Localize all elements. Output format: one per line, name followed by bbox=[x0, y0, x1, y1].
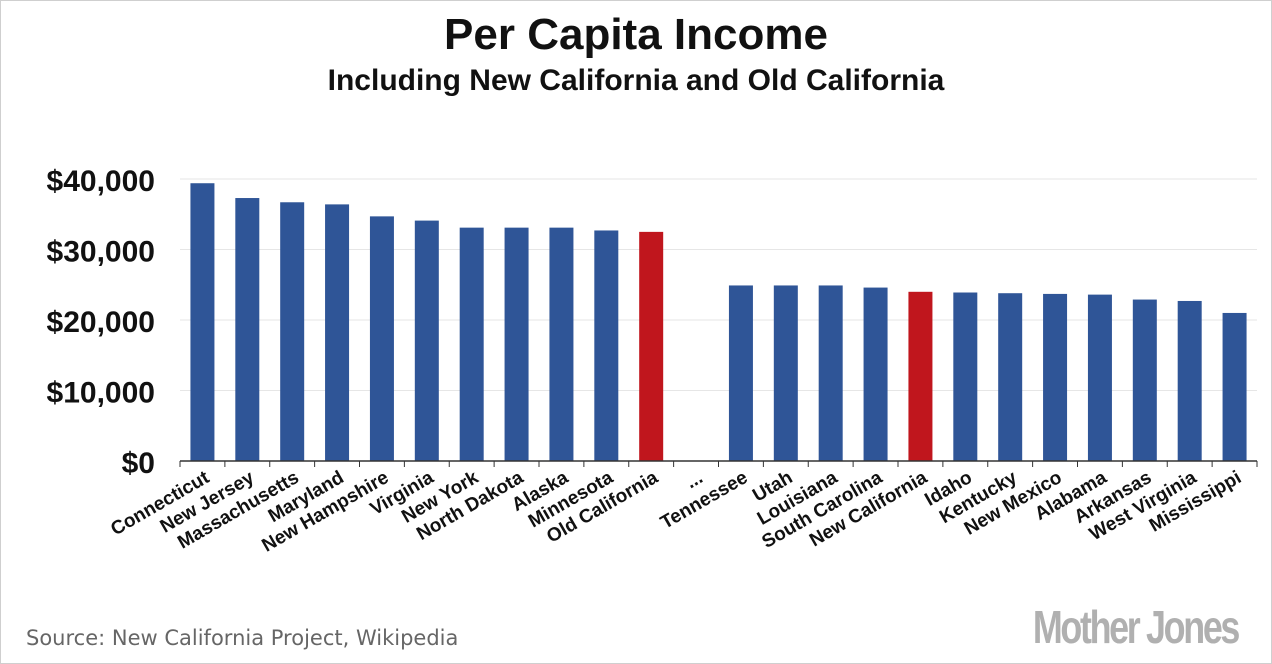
bar bbox=[728, 285, 753, 461]
bar bbox=[325, 204, 350, 461]
publisher-logo: Mother Jones bbox=[1032, 601, 1241, 653]
y-tick-label: $30,000 bbox=[47, 236, 155, 269]
bar bbox=[1177, 300, 1202, 461]
y-tick-label: $10,000 bbox=[47, 377, 155, 410]
bar bbox=[639, 231, 664, 461]
bar bbox=[818, 285, 843, 461]
bar bbox=[280, 202, 305, 461]
bar bbox=[235, 198, 260, 461]
bar bbox=[594, 230, 619, 461]
bars bbox=[190, 183, 1247, 462]
source-note: Source: New California Project, Wikipedi… bbox=[26, 626, 459, 650]
bar bbox=[863, 287, 888, 461]
y-tick-label: $40,000 bbox=[47, 165, 155, 198]
y-tick-label: $20,000 bbox=[47, 306, 155, 339]
gridlines bbox=[180, 178, 1257, 391]
bar bbox=[1087, 294, 1112, 461]
y-axis-ticks: $0 $10,000 $20,000 $30,000 $40,000 bbox=[47, 165, 155, 480]
bar bbox=[190, 183, 215, 462]
x-axis bbox=[179, 460, 1258, 467]
x-tick-label: Tennessee bbox=[657, 467, 751, 534]
bar bbox=[998, 293, 1023, 461]
bar bbox=[908, 291, 933, 461]
bar bbox=[549, 227, 574, 461]
bar bbox=[1222, 312, 1247, 461]
bar bbox=[953, 292, 978, 461]
bar bbox=[1132, 299, 1157, 461]
bar bbox=[459, 227, 484, 461]
chart-title: Per Capita Income bbox=[444, 10, 828, 59]
bar bbox=[1043, 293, 1068, 461]
y-tick-label: $0 bbox=[122, 447, 155, 480]
bar bbox=[504, 227, 529, 461]
bar bbox=[414, 220, 439, 461]
chart-subtitle: Including New California and Old Califor… bbox=[327, 64, 945, 97]
bar bbox=[773, 285, 798, 461]
bar bbox=[369, 216, 394, 461]
